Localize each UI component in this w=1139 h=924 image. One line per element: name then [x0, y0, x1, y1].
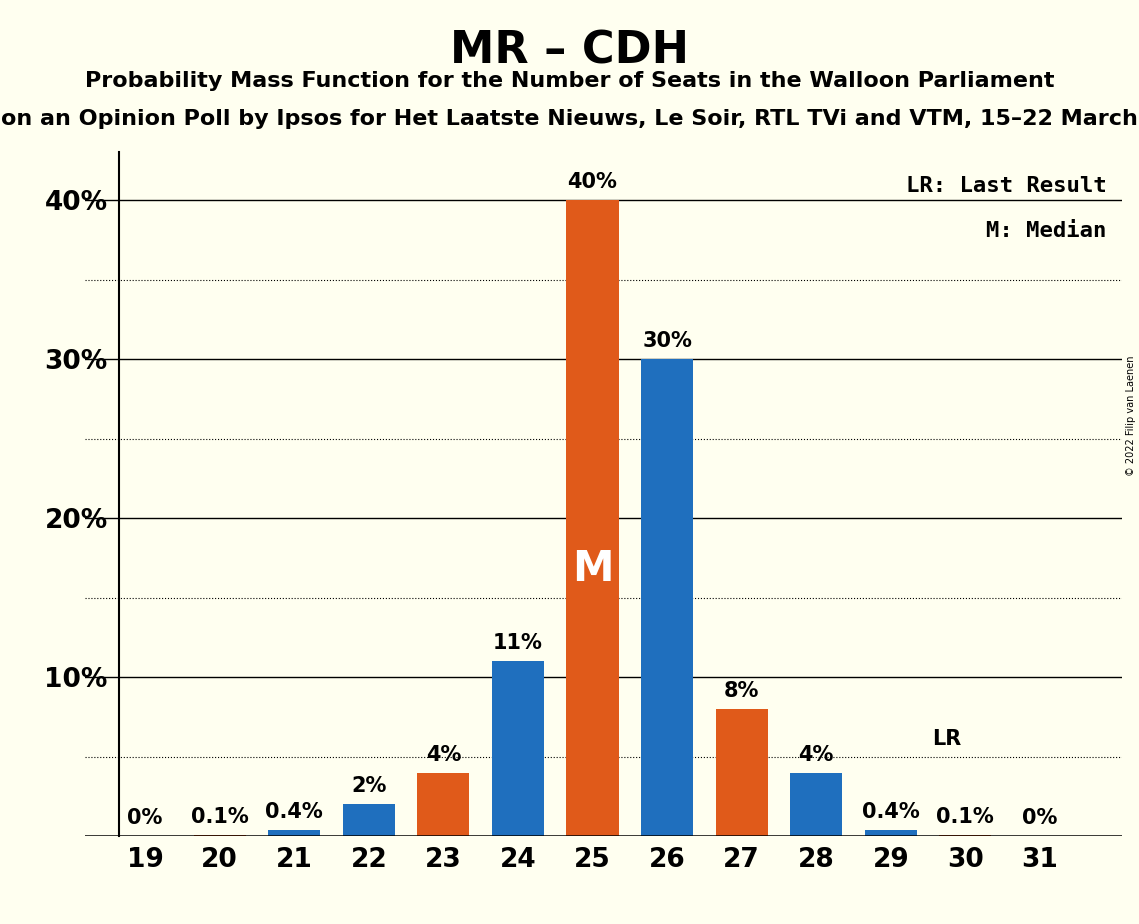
Text: 0%: 0%: [128, 808, 163, 828]
Text: 0.4%: 0.4%: [862, 802, 919, 822]
Text: 4%: 4%: [798, 745, 834, 765]
Bar: [715, 709, 768, 836]
Text: on an Opinion Poll by Ipsos for Het Laatste Nieuws, Le Soir, RTL TVi and VTM, 15: on an Opinion Poll by Ipsos for Het Laat…: [1, 109, 1138, 129]
Text: 0.4%: 0.4%: [265, 802, 323, 822]
Text: 0.1%: 0.1%: [190, 807, 248, 827]
Text: 11%: 11%: [493, 633, 543, 653]
Bar: [268, 830, 320, 836]
Text: LR: Last Result: LR: Last Result: [906, 176, 1106, 197]
Text: © 2022 Filip van Laenen: © 2022 Filip van Laenen: [1125, 356, 1136, 476]
Text: 4%: 4%: [426, 745, 461, 765]
Text: 2%: 2%: [351, 776, 386, 796]
Text: LR: LR: [932, 729, 961, 748]
Text: M: M: [572, 548, 613, 590]
Bar: [940, 834, 991, 836]
Text: 0.1%: 0.1%: [936, 807, 994, 827]
Text: 0%: 0%: [1022, 808, 1058, 828]
Text: Probability Mass Function for the Number of Seats in the Walloon Parliament: Probability Mass Function for the Number…: [84, 71, 1055, 91]
Text: 8%: 8%: [724, 681, 760, 701]
Bar: [492, 662, 544, 836]
Bar: [343, 805, 395, 836]
Bar: [641, 359, 694, 836]
Bar: [194, 834, 246, 836]
Text: 30%: 30%: [642, 331, 693, 351]
Text: M: Median: M: Median: [986, 221, 1106, 241]
Bar: [790, 772, 842, 836]
Bar: [865, 830, 917, 836]
Bar: [417, 772, 469, 836]
Text: 40%: 40%: [567, 172, 617, 192]
Bar: [566, 201, 618, 836]
Text: MR – CDH: MR – CDH: [450, 30, 689, 73]
